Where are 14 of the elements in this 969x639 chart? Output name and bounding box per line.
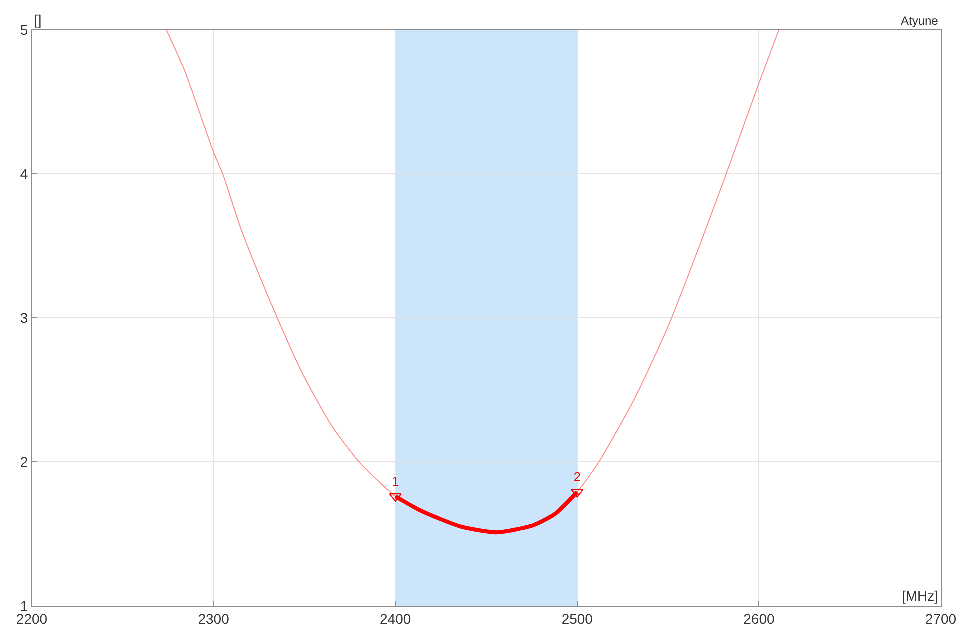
annotation: 1: [392, 474, 400, 490]
y-tick-label: 5: [20, 22, 28, 38]
y-tick-label: 2: [20, 454, 28, 470]
y-tick-label: 3: [20, 310, 28, 326]
x-tick-label: 2700: [925, 610, 957, 627]
x-tick-label: 2400: [380, 610, 412, 627]
y-axis-title: []: [34, 12, 42, 28]
y-tick-label: 4: [20, 166, 28, 182]
x-tick-label: 2600: [744, 610, 775, 627]
x-axis-title: [MHz]: [902, 588, 939, 604]
annotation: 2: [574, 470, 582, 485]
x-tick-label: 2500: [562, 610, 594, 627]
chart-title: Atyune: [901, 14, 939, 28]
x-tick-label: 2300: [198, 610, 230, 627]
